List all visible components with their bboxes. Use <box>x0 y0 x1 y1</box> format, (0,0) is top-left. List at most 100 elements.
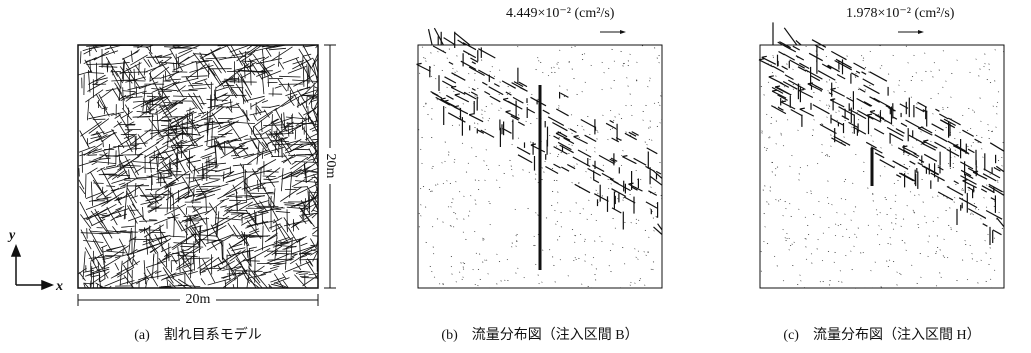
flow-dot <box>469 92 470 93</box>
flow-line <box>610 179 619 184</box>
fracture <box>268 75 269 87</box>
fracture <box>130 210 139 211</box>
flow-dot <box>913 212 914 213</box>
fracture <box>248 193 274 194</box>
fracture <box>112 129 124 148</box>
flow-dot <box>870 51 871 52</box>
flow-dot <box>494 76 495 77</box>
flow-dot <box>904 243 905 244</box>
flow-dot <box>890 238 891 239</box>
flow-dot <box>623 198 624 199</box>
flow-dot <box>771 123 772 124</box>
flow-dot <box>489 201 490 202</box>
flow-dot <box>602 89 603 90</box>
flow-line <box>997 218 1004 227</box>
fracture <box>79 272 85 281</box>
flow-dot <box>576 203 577 204</box>
fracture <box>270 266 279 269</box>
flow-dot <box>426 103 427 104</box>
flow-dot <box>865 67 866 68</box>
flow-line <box>854 63 866 69</box>
flow-dot <box>452 125 453 126</box>
flow-dot <box>588 286 589 287</box>
flow-dot <box>433 254 434 255</box>
flow-dot <box>659 105 660 106</box>
flow-dot <box>485 180 486 181</box>
flow-dot <box>464 263 465 264</box>
fracture <box>219 122 232 123</box>
fracture <box>308 159 316 161</box>
flow-dot <box>612 128 613 129</box>
flow-line <box>434 28 443 45</box>
flow-dot <box>855 77 856 78</box>
flow-dot <box>894 166 895 167</box>
flow-dot <box>437 219 438 220</box>
flow-dot <box>638 220 639 221</box>
flow-dot <box>474 123 475 124</box>
flow-dot <box>855 154 856 155</box>
flow-dot <box>469 87 470 88</box>
fracture <box>146 261 166 267</box>
flow-dot <box>1002 228 1003 229</box>
flow-dot <box>791 155 792 156</box>
flow-line <box>889 133 903 140</box>
flow-dot <box>869 85 870 86</box>
flow-dot <box>574 166 575 167</box>
flow-dot <box>558 62 559 63</box>
fracture <box>226 176 244 182</box>
fracture <box>202 163 203 181</box>
flow-dot <box>811 254 812 255</box>
fracture <box>106 186 115 187</box>
flow-dot <box>459 272 460 273</box>
flow-line <box>561 167 569 171</box>
flow-dot <box>631 105 632 106</box>
flow-dot <box>462 143 463 144</box>
flow-dot <box>478 269 479 270</box>
flow-dot <box>852 183 853 184</box>
flow-dot <box>498 110 499 111</box>
fracture <box>312 177 318 178</box>
flow-dot <box>856 73 857 74</box>
flow-line <box>990 143 1004 151</box>
flow-dot <box>826 56 827 57</box>
flow-dot <box>468 216 469 217</box>
dimension-y-label: 20m <box>323 154 338 179</box>
fracture <box>172 186 189 195</box>
flow-dot <box>828 203 829 204</box>
flow-dot <box>798 209 799 210</box>
flow-dot <box>551 72 552 73</box>
flow-dot <box>518 115 519 116</box>
fracture <box>112 190 121 205</box>
flow-line <box>935 109 939 111</box>
flow-dot <box>490 224 491 225</box>
flow-dot <box>828 108 829 109</box>
flow-dot <box>976 59 977 60</box>
flow-dot <box>786 240 787 241</box>
flow-dot <box>989 264 990 265</box>
flow-dot <box>828 91 829 92</box>
flow-dot <box>867 188 868 189</box>
flow-dot <box>822 152 823 153</box>
fracture <box>111 274 120 279</box>
flow-dot <box>614 80 615 81</box>
flow-dot <box>431 137 432 138</box>
flow-dot <box>453 212 454 213</box>
flow-line <box>860 89 866 92</box>
flow-dot <box>998 92 999 93</box>
flow-dot <box>761 86 762 87</box>
flow-dot <box>507 259 508 260</box>
flow-dot <box>980 98 981 99</box>
flow-dot <box>420 205 421 206</box>
fracture <box>303 54 312 56</box>
flow-dot <box>628 86 629 87</box>
flow-dot <box>932 77 933 78</box>
flow-dot <box>858 228 859 229</box>
flow-dot <box>602 115 603 116</box>
fracture <box>93 240 105 263</box>
flow-dot <box>978 76 979 77</box>
flow-dot <box>884 121 885 122</box>
flow-dot <box>945 81 946 82</box>
flow-line <box>932 124 944 131</box>
flow-dot <box>997 180 998 181</box>
flow-dot <box>921 132 922 133</box>
